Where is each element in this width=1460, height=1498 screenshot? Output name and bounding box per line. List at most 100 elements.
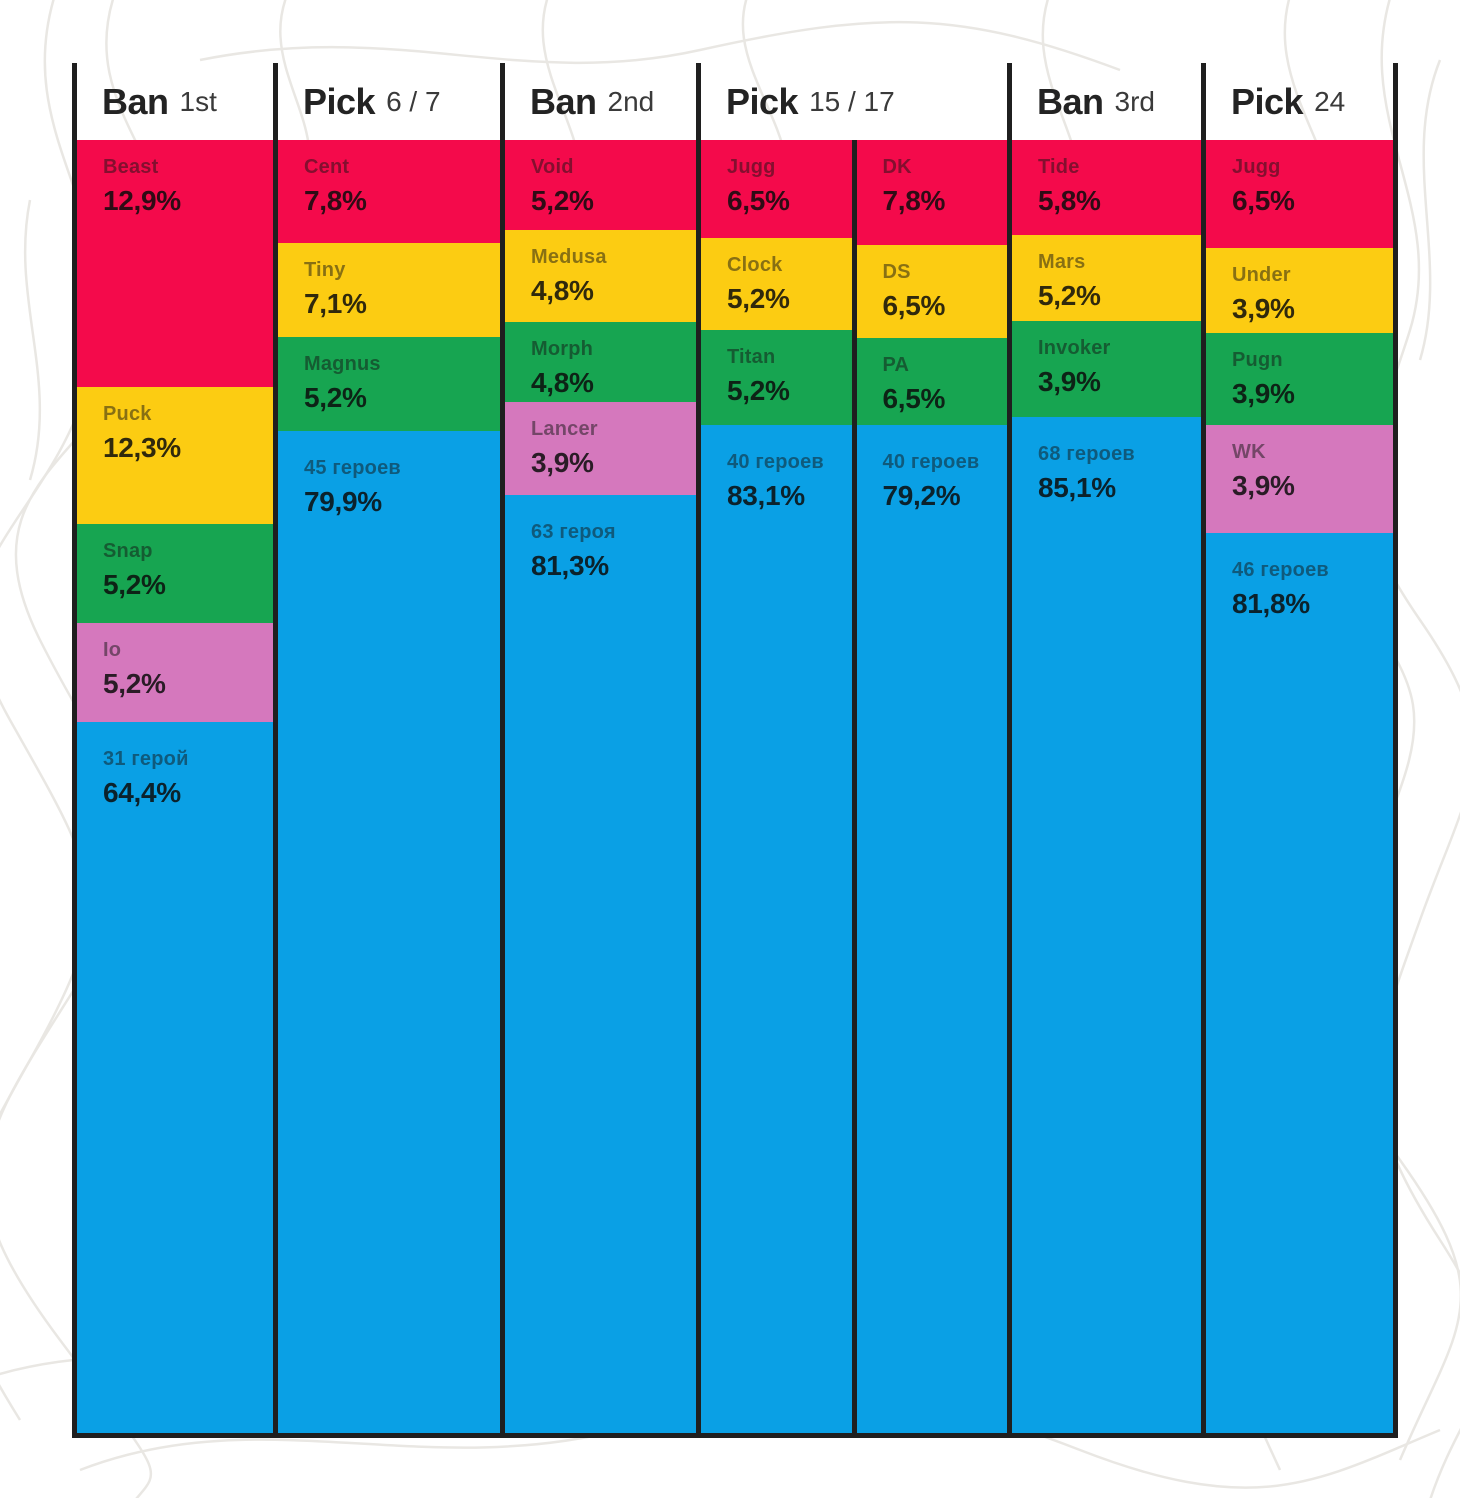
segment-label: DS [882,261,911,283]
segment-value: 81,8% [1232,588,1310,619]
segment-value: 83,1% [727,480,805,511]
segment-value: 85,1% [1038,472,1116,503]
segment-label: DK [882,156,912,178]
segment-value: 3,9% [1232,378,1295,409]
segment-value: 6,5% [727,185,790,216]
bar-segment-pink: Lancer 3,9% [505,402,696,495]
segment-label: 68 героев [1038,443,1135,465]
column-pick-24: Pick 24 Jugg 6,5% Under 3,9% Pugn 3,9% WK 3,9% 46 … [1201,63,1398,1438]
bar-segment-red: Jugg 6,5% [1206,140,1393,248]
segment-label: Jugg [727,156,776,178]
bar-segment-yellow: Puck 12,3% [77,387,273,524]
segment-label: Pugn [1232,349,1283,371]
segment-label: Puck [103,403,152,425]
segment-label: Cent [304,156,350,178]
segment-label: WK [1232,441,1266,463]
segment-label: 46 героев [1232,559,1329,581]
segment-label: 63 героя [531,521,616,543]
column-bars: Void 5,2% Medusa 4,8% Morph 4,8% Lancer 3,9% 63 … [505,140,696,1438]
segment-label: Tide [1038,156,1080,178]
header-subtitle: 6 / 7 [386,85,441,117]
column-header-ban-1st: Ban 1st [77,63,273,140]
bar-segment-red: Beast 12,9% [77,140,273,387]
segment-value: 4,8% [531,367,594,398]
segment-label: Under [1232,264,1291,286]
segment-label: Morph [531,338,594,360]
segment-value: 12,9% [103,185,181,216]
column-ban-2nd: Ban 2nd Void 5,2% Medusa 4,8% Morph 4,8% Lancer 3… [500,63,696,1438]
column-header-pick-15-17: Pick 15 / 17 [701,63,1007,140]
segment-value: 79,9% [304,486,382,517]
stacked-bar: DK 7,8% DS 6,5% PA 6,5% 40 героев 79,2% [851,140,1007,1433]
segment-value: 12,3% [103,432,181,463]
segment-value: 5,8% [1038,185,1101,216]
bar-segment-blue: 31 герой 64,4% [77,722,273,1433]
header-title: Ban [1037,80,1104,122]
bar-segment-yellow: Medusa 4,8% [505,230,696,322]
segment-value: 7,8% [882,185,946,216]
segment-value: 5,2% [531,185,594,216]
column-header-ban-2nd: Ban 2nd [505,63,696,140]
column-ban-1st: Ban 1st Beast 12,9% Puck 12,3% Snap 5,2% Io 5,2% 3… [72,63,273,1438]
segment-label: 45 героев [304,457,401,479]
segment-value: 64,4% [103,777,181,808]
segment-label: Beast [103,156,159,178]
stacked-bar: Beast 12,9% Puck 12,3% Snap 5,2% Io 5,2% 31 геро… [77,140,273,1433]
segment-value: 6,5% [882,290,946,321]
segment-value: 5,2% [1038,280,1101,311]
bar-segment-green: Pugn 3,9% [1206,333,1393,425]
segment-value: 5,2% [727,283,790,314]
stacked-bar: Tide 5,8% Mars 5,2% Invoker 3,9% 68 героев 85,1… [1012,140,1201,1433]
header-title: Pick [1231,80,1304,122]
segment-value: 3,9% [1038,366,1101,397]
segment-label: PA [882,354,910,376]
segment-value: 5,2% [727,375,790,406]
bar-segment-yellow: Tiny 7,1% [278,243,500,337]
header-subtitle: 2nd [607,85,655,117]
segment-value: 3,9% [531,447,594,478]
segment-label: Lancer [531,418,598,440]
bar-segment-green: Titan 5,2% [701,330,852,425]
column-ban-3rd: Ban 3rd Tide 5,8% Mars 5,2% Invoker 3,9% 68 геро… [1007,63,1201,1438]
column-header-ban-3rd: Ban 3rd [1012,63,1201,140]
segment-value: 7,1% [304,288,367,319]
column-bars: Cent 7,8% Tiny 7,1% Magnus 5,2% 45 героев 79,9% [278,140,500,1438]
segment-value: 81,3% [531,550,609,581]
segment-label: Void [531,156,574,178]
bar-segment-blue: 68 героев 85,1% [1012,417,1201,1433]
column-header-pick-6-7: Pick 6 / 7 [278,63,500,140]
bar-segment-pink: WK 3,9% [1206,425,1393,533]
bar-segment-yellow: Under 3,9% [1206,248,1393,333]
segment-label: Medusa [531,246,607,268]
segment-value: 5,2% [304,382,367,413]
column-header-pick-24: Pick 24 [1206,63,1393,140]
segment-label: Titan [727,346,776,368]
segment-value: 3,9% [1232,470,1295,501]
bar-segment-blue: 40 героев 79,2% [856,425,1007,1433]
segment-label: Magnus [304,353,381,375]
bar-segment-pink: Io 5,2% [77,623,273,722]
bar-segment-blue: 46 героев 81,8% [1206,533,1393,1433]
bar-segment-blue: 40 героев 83,1% [701,425,852,1433]
segment-value: 6,5% [882,383,946,414]
stacked-bar: Jugg 6,5% Clock 5,2% Titan 5,2% 40 героев 83,1% [701,140,852,1433]
column-pick-15-17: Pick 15 / 17 Jugg 6,5% Clock 5,2% Titan 5,2% 40 … [696,63,1007,1438]
segment-label: Clock [727,254,783,276]
segment-label: Jugg [1232,156,1281,178]
stacked-bar: Void 5,2% Medusa 4,8% Morph 4,8% Lancer 3,9% 63 … [505,140,696,1433]
bar-segment-green: Magnus 5,2% [278,337,500,431]
segment-label: 31 герой [103,748,189,770]
segment-value: 3,9% [1232,293,1295,324]
header-subtitle: 3rd [1114,85,1155,117]
header-title: Pick [303,80,376,122]
bar-segment-green: PA 6,5% [856,338,1007,425]
segment-value: 5,2% [103,569,166,600]
column-bars: Jugg 6,5% Under 3,9% Pugn 3,9% WK 3,9% 46 героев… [1206,140,1393,1438]
segment-value: 7,8% [304,185,367,216]
bar-segment-blue: 45 героев 79,9% [278,431,500,1433]
header-subtitle: 24 [1314,85,1346,117]
segment-value: 6,5% [1232,185,1295,216]
header-title: Ban [102,80,169,122]
bar-segment-green: Invoker 3,9% [1012,321,1201,417]
segment-label: 40 героев [882,451,980,473]
